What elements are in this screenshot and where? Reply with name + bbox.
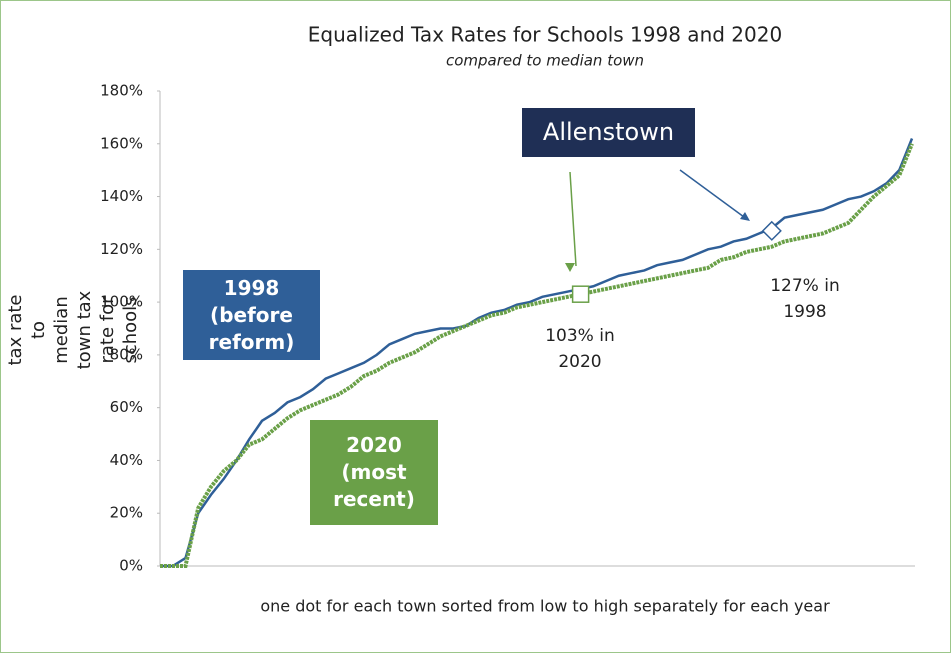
arrow	[679, 169, 745, 218]
chart-title: Equalized Tax Rates for Schools 1998 and…	[308, 23, 782, 47]
y-tick-label: 0%	[119, 557, 143, 575]
y-tick-label: 60%	[110, 398, 143, 416]
arrow-head	[740, 212, 750, 221]
x-axis-label: one dot for each town sorted from low to…	[260, 597, 830, 616]
series-line	[160, 138, 914, 568]
arrow-head	[565, 263, 575, 272]
y-tick-label: 80%	[110, 345, 143, 363]
legend-1998: 1998 (before reform)	[183, 270, 320, 360]
annotation: 127% in 1998	[770, 276, 840, 322]
series-line	[160, 143, 914, 568]
legend-2020: 2020 (most recent)	[310, 420, 438, 525]
legend-label: 2020 (most recent)	[333, 433, 415, 511]
y-tick-label: 120%	[100, 240, 143, 258]
highlight-marker	[571, 285, 590, 303]
y-tick-label: 180%	[100, 82, 143, 100]
highlight-marker	[761, 220, 782, 241]
y-tick-label: 140%	[100, 187, 143, 205]
y-axis-label: Ratio of town's tax rate to median town …	[0, 290, 141, 370]
y-tick-label: 100%	[100, 293, 143, 311]
arrow	[569, 171, 577, 267]
y-tick-label: 20%	[110, 504, 143, 522]
chart-subtitle: compared to median town	[446, 52, 644, 70]
annotation: 103% in 2020	[545, 326, 615, 372]
y-tick-label: 160%	[100, 134, 143, 152]
y-tick-label: 40%	[110, 451, 143, 469]
y-axis-label-wrap: Ratio of town's tax rate to median town …	[0, 150, 141, 510]
callout-box: Allenstown	[522, 108, 695, 157]
legend-label: 1998 (before reform)	[208, 275, 295, 354]
